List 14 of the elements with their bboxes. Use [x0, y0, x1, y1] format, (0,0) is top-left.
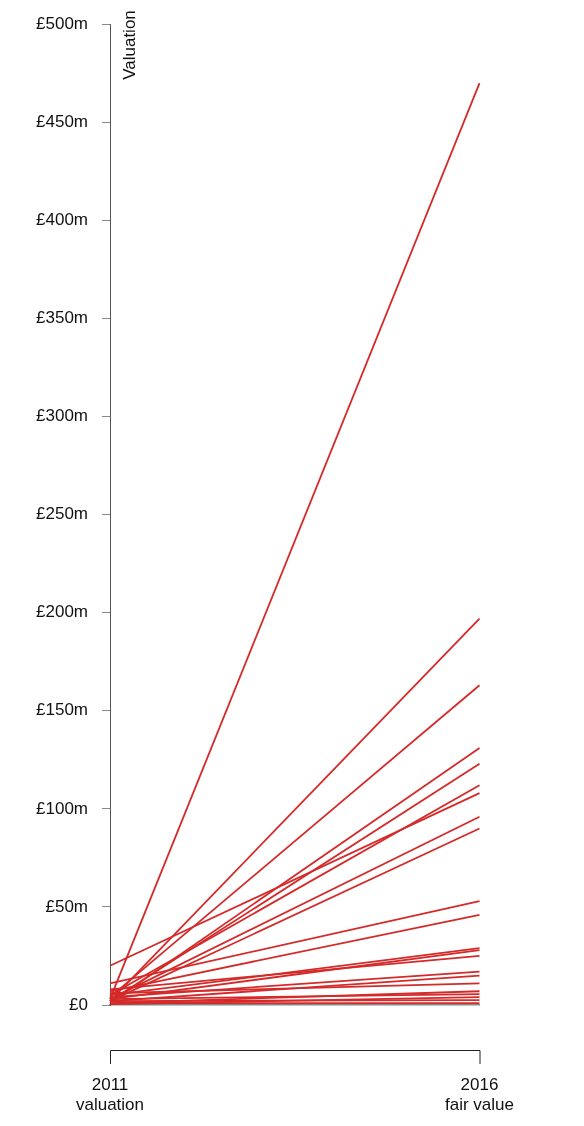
y-axis-title: Valuation [119, 10, 139, 80]
y-tick-label: £250m [36, 504, 88, 524]
y-tick-label: £300m [36, 406, 88, 426]
y-tick-label: £0 [69, 994, 88, 1014]
y-tick-label: £500m [36, 13, 88, 33]
y-tick-label: £100m [36, 798, 88, 818]
y-tick-label: £50m [45, 896, 88, 916]
y-tick-label: £150m [36, 700, 88, 720]
y-tick-label: £400m [36, 210, 88, 230]
y-tick-label: £350m [36, 308, 88, 328]
y-tick-label: £450m [36, 111, 88, 131]
x-tick-label: 2016 fair value [445, 1074, 514, 1115]
y-tick-label: £200m [36, 602, 88, 622]
x-tick-label: 2011 valuation [75, 1074, 145, 1115]
